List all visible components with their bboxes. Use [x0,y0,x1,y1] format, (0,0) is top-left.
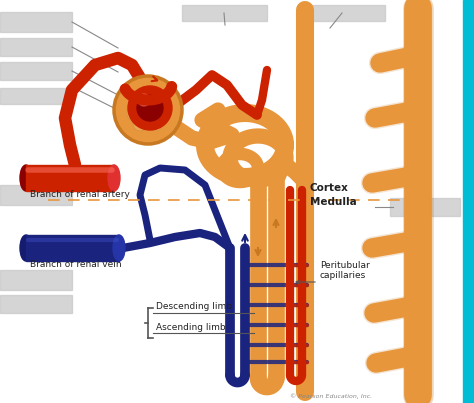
Text: © Pearson Education, Inc.: © Pearson Education, Inc. [290,393,372,399]
Circle shape [149,117,163,131]
Circle shape [155,107,169,121]
Bar [26,235,119,261]
Circle shape [133,117,147,131]
Text: Peritubular
capillaries: Peritubular capillaries [320,261,370,280]
Bar [0,88,72,104]
Text: Medulla: Medulla [310,197,357,207]
Bar [0,38,72,56]
Circle shape [127,107,141,121]
Bar [0,185,72,205]
Text: Cortex: Cortex [310,183,349,193]
Bar [26,165,114,191]
Circle shape [138,94,150,106]
Bar [0,295,72,313]
Bar [182,5,267,21]
Bar [300,5,385,21]
Text: Ascending limb: Ascending limb [156,323,226,332]
Ellipse shape [108,165,120,191]
Circle shape [147,93,165,111]
Bar [0,12,72,32]
Ellipse shape [20,235,32,261]
Circle shape [137,95,163,121]
Circle shape [128,86,172,130]
Bar [0,270,72,290]
Circle shape [114,76,182,144]
Bar [0,62,72,80]
Ellipse shape [20,165,32,191]
Text: Branch of renal artery: Branch of renal artery [30,190,130,199]
Text: Descending limb: Descending limb [156,302,232,311]
Circle shape [131,93,149,111]
Circle shape [139,105,157,123]
Ellipse shape [113,235,125,261]
Bar [390,198,460,216]
Text: Branch of renal vein: Branch of renal vein [30,260,122,269]
Bar [463,0,474,403]
